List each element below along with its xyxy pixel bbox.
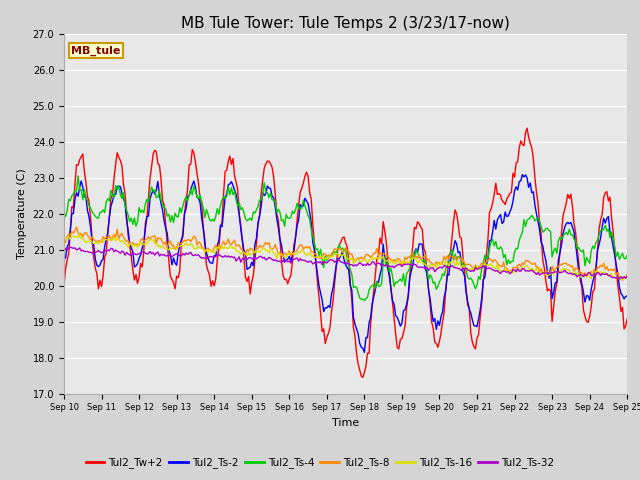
- Tul2_Tw+2: [401, 323, 409, 329]
- Tul2_Ts-16: [556, 269, 564, 275]
- Line: Tul2_Ts-8: Tul2_Ts-8: [64, 227, 627, 280]
- Tul2_Ts-2: [623, 293, 631, 299]
- Line: Tul2_Tw+2: Tul2_Tw+2: [64, 128, 627, 377]
- Tul2_Ts-2: [383, 256, 390, 262]
- Line: Tul2_Ts-32: Tul2_Ts-32: [64, 247, 627, 279]
- Tul2_Ts-32: [413, 264, 421, 270]
- Tul2_Ts-4: [623, 252, 631, 258]
- Y-axis label: Temperature (C): Temperature (C): [17, 168, 27, 259]
- Tul2_Ts-8: [623, 271, 631, 277]
- Tul2_Tw+2: [557, 230, 565, 236]
- Tul2_Ts-32: [67, 244, 74, 250]
- Tul2_Ts-32: [623, 273, 631, 279]
- Tul2_Tw+2: [383, 239, 390, 245]
- Text: MB_tule: MB_tule: [71, 46, 121, 56]
- Tul2_Ts-2: [401, 307, 409, 312]
- Tul2_Ts-4: [74, 173, 82, 179]
- Tul2_Tw+2: [60, 283, 68, 289]
- Tul2_Ts-16: [166, 245, 174, 251]
- Tul2_Ts-32: [77, 248, 85, 254]
- Tul2_Tw+2: [524, 125, 531, 131]
- Tul2_Ts-32: [401, 262, 409, 267]
- Tul2_Ts-8: [60, 235, 68, 240]
- Legend: Tul2_Tw+2, Tul2_Ts-2, Tul2_Ts-4, Tul2_Ts-8, Tul2_Ts-16, Tul2_Ts-32: Tul2_Tw+2, Tul2_Ts-2, Tul2_Ts-4, Tul2_Ts…: [81, 453, 559, 472]
- Tul2_Tw+2: [359, 374, 367, 380]
- Tul2_Ts-8: [383, 253, 390, 259]
- Tul2_Ts-4: [403, 271, 410, 276]
- Tul2_Ts-8: [556, 262, 564, 267]
- Tul2_Ts-16: [76, 231, 83, 237]
- Tul2_Ts-16: [60, 238, 68, 244]
- Tul2_Tw+2: [76, 157, 83, 163]
- Tul2_Ts-4: [360, 298, 368, 303]
- Tul2_Ts-2: [360, 349, 368, 355]
- Tul2_Ts-8: [77, 230, 85, 236]
- Tul2_Ts-8: [413, 255, 421, 261]
- Title: MB Tule Tower: Tule Temps 2 (3/23/17-now): MB Tule Tower: Tule Temps 2 (3/23/17-now…: [181, 16, 510, 31]
- Tul2_Ts-2: [76, 184, 83, 190]
- Tul2_Ts-32: [616, 276, 623, 282]
- X-axis label: Time: Time: [332, 418, 359, 428]
- Line: Tul2_Ts-4: Tul2_Ts-4: [64, 176, 627, 300]
- Tul2_Ts-32: [60, 249, 68, 255]
- Tul2_Ts-32: [556, 270, 564, 276]
- Line: Tul2_Ts-16: Tul2_Ts-16: [64, 234, 627, 280]
- Tul2_Ts-32: [383, 262, 390, 267]
- Tul2_Ts-8: [401, 254, 409, 260]
- Tul2_Ts-4: [415, 253, 423, 259]
- Tul2_Ts-4: [557, 237, 565, 242]
- Tul2_Ts-16: [401, 261, 409, 267]
- Tul2_Ts-4: [166, 219, 174, 225]
- Tul2_Ts-16: [77, 236, 85, 241]
- Line: Tul2_Ts-2: Tul2_Ts-2: [64, 175, 627, 352]
- Tul2_Ts-8: [166, 238, 174, 244]
- Tul2_Ts-2: [165, 247, 173, 253]
- Tul2_Ts-2: [557, 242, 565, 248]
- Tul2_Ts-16: [383, 258, 390, 264]
- Tul2_Ts-2: [518, 172, 526, 178]
- Tul2_Ts-4: [384, 260, 392, 266]
- Tul2_Ts-16: [623, 274, 631, 279]
- Tul2_Ts-16: [413, 260, 421, 266]
- Tul2_Ts-32: [166, 252, 174, 258]
- Tul2_Tw+2: [623, 316, 631, 322]
- Tul2_Ts-16: [619, 277, 627, 283]
- Tul2_Ts-2: [60, 256, 68, 262]
- Tul2_Ts-4: [60, 209, 68, 215]
- Tul2_Ts-8: [73, 224, 81, 230]
- Tul2_Ts-2: [413, 250, 421, 255]
- Tul2_Tw+2: [413, 219, 421, 225]
- Tul2_Ts-4: [77, 187, 85, 192]
- Tul2_Ts-8: [619, 277, 627, 283]
- Tul2_Tw+2: [165, 257, 173, 263]
